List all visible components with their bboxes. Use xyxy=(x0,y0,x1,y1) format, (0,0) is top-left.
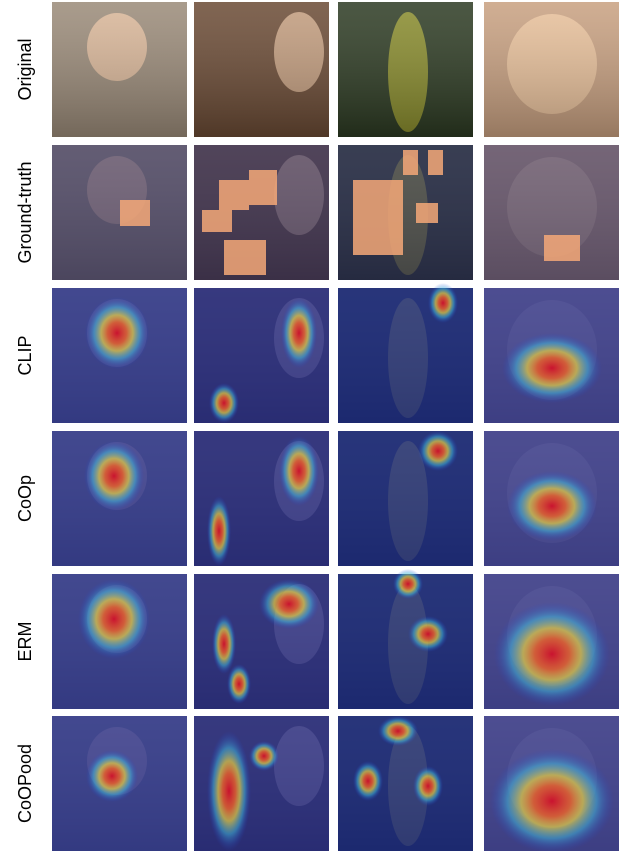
image-tile xyxy=(338,145,473,280)
image-tile xyxy=(338,431,473,566)
image-tile xyxy=(484,288,619,423)
gt-box xyxy=(224,240,266,275)
heatmap-blob xyxy=(408,616,448,652)
image-tile xyxy=(484,574,619,709)
heatmap-blob xyxy=(84,441,144,511)
heatmap-blob xyxy=(86,750,138,802)
photo-shade xyxy=(52,2,187,137)
photo-shade xyxy=(194,2,329,137)
dim-overlay xyxy=(52,145,187,280)
image-tile xyxy=(52,288,187,423)
image-tile xyxy=(194,431,329,566)
heatmap-blob xyxy=(507,471,597,541)
row-label: CoOPood xyxy=(15,744,35,823)
image-tile xyxy=(194,574,329,709)
row-label: Original xyxy=(15,38,35,100)
image-tile xyxy=(52,145,187,280)
image-tile xyxy=(194,716,329,851)
image-tile xyxy=(52,431,187,566)
page: OriginalGround-truthCLIPCoOpERMCoOPood (… xyxy=(0,0,624,851)
heatmap-blob xyxy=(502,333,602,403)
gt-box xyxy=(416,203,438,223)
image-tile xyxy=(484,716,619,851)
photo-shade xyxy=(484,2,619,137)
image-tile xyxy=(194,2,329,137)
gt-box xyxy=(219,180,249,210)
image-tile xyxy=(338,716,473,851)
gt-box xyxy=(428,150,443,175)
heatmap-blob xyxy=(85,297,149,369)
heatmap-blob xyxy=(490,749,614,851)
gt-box xyxy=(249,170,277,205)
row-label: CoOp xyxy=(15,475,35,522)
heatmap-blob xyxy=(249,741,279,771)
heatmap-blob xyxy=(209,383,239,423)
image-tile xyxy=(338,569,473,709)
gt-box xyxy=(202,210,232,232)
heatmap-blob xyxy=(207,731,251,851)
heatmap-blob xyxy=(281,298,317,368)
heatmap-blob xyxy=(259,579,319,629)
heatmap-blob xyxy=(494,602,610,706)
image-tile xyxy=(52,716,187,851)
heatmap-blob xyxy=(353,761,383,801)
image-tile xyxy=(484,2,619,137)
row-label: CLIP xyxy=(15,335,35,375)
photo-shade xyxy=(338,2,473,137)
image-tile xyxy=(52,574,187,709)
image-tile xyxy=(484,145,619,280)
image-tile xyxy=(194,288,329,423)
gt-box xyxy=(353,180,403,255)
heatmap-blob xyxy=(207,496,231,566)
gt-box xyxy=(403,150,418,175)
image-tile xyxy=(194,145,329,280)
image-tile xyxy=(338,283,473,423)
row-label: Ground-truth xyxy=(15,161,35,263)
gt-box xyxy=(544,235,580,261)
heatmap-blob xyxy=(212,614,236,674)
image-tile xyxy=(338,2,473,137)
heatmap-blob xyxy=(227,664,251,704)
gt-box xyxy=(120,200,150,226)
heatmap-blob xyxy=(393,569,423,599)
figure: Original Ground-truth CLIP CoOp ERM CoOPood xyxy=(0,0,624,851)
heatmap-blob xyxy=(413,766,443,806)
heatmap-blob xyxy=(279,436,319,506)
heatmap-blob xyxy=(428,283,458,323)
image-tile xyxy=(52,2,187,137)
image-tile xyxy=(484,431,619,566)
row-label: ERM xyxy=(15,622,35,662)
heatmap-blob xyxy=(418,431,458,471)
heatmap-blob xyxy=(378,716,418,746)
heatmap-blob xyxy=(78,579,150,659)
